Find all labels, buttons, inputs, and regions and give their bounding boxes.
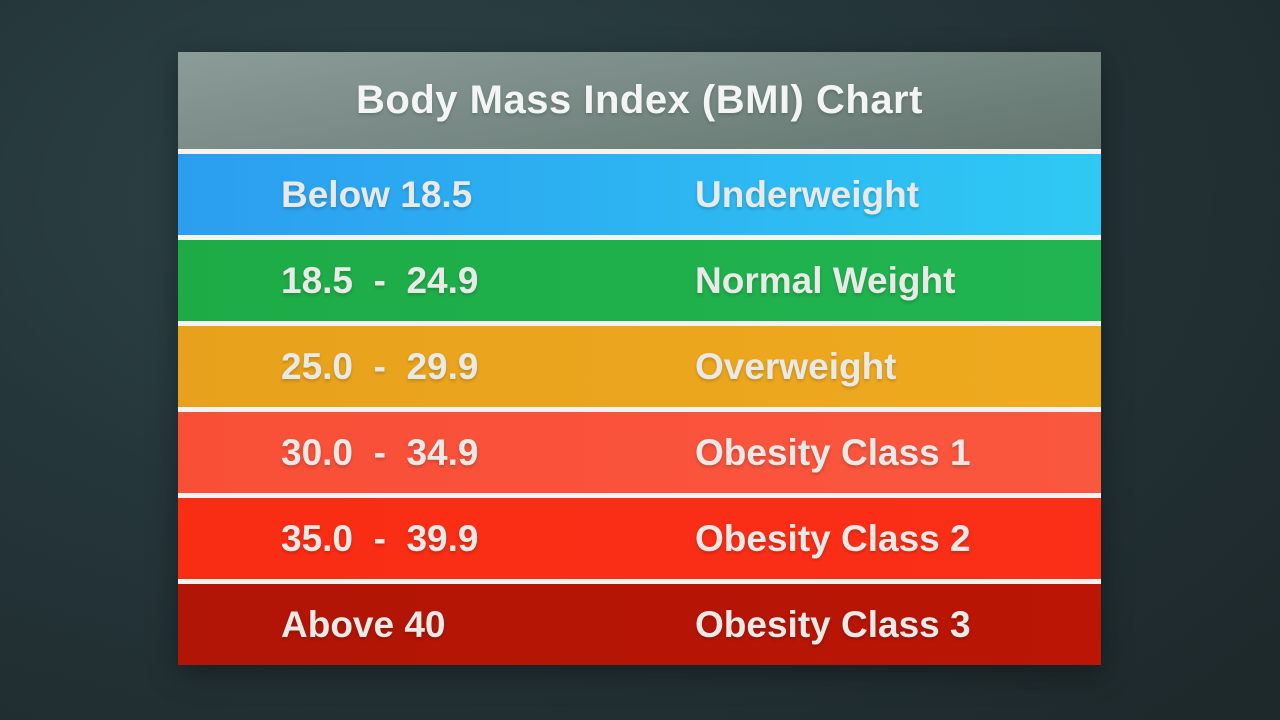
table-row-normal-weight: 18.5 - 24.9 Normal Weight xyxy=(178,240,1101,321)
category-cell: Normal Weight xyxy=(695,259,956,301)
table-title: Body Mass Index (BMI) Chart xyxy=(356,78,923,122)
bmi-range-cell: Below 18.5 xyxy=(281,173,473,215)
category-cell: Obesity Class 2 xyxy=(695,517,971,559)
category-cell: Overweight xyxy=(695,345,897,387)
bmi-range-cell: 18.5 - 24.9 xyxy=(281,259,479,301)
table-row-obesity-class-2: 35.0 - 39.9 Obesity Class 2 xyxy=(178,498,1101,579)
table-row-overweight: 25.0 - 29.9 Overweight xyxy=(178,326,1101,407)
table-row-underweight: Below 18.5 Underweight xyxy=(178,154,1101,235)
category-cell: Obesity Class 1 xyxy=(695,431,971,473)
bmi-range-cell: 35.0 - 39.9 xyxy=(281,517,479,559)
bmi-range-cell: 30.0 - 34.9 xyxy=(281,431,479,473)
category-cell: Obesity Class 3 xyxy=(695,603,971,645)
table-row-obesity-class-3: Above 40 Obesity Class 3 xyxy=(178,584,1101,665)
category-cell: Underweight xyxy=(695,173,920,215)
table-header: Body Mass Index (BMI) Chart xyxy=(178,52,1101,149)
table-row-obesity-class-1: 30.0 - 34.9 Obesity Class 1 xyxy=(178,412,1101,493)
bmi-table: Body Mass Index (BMI) Chart Below 18.5 U… xyxy=(178,52,1101,665)
bmi-range-cell: 25.0 - 29.9 xyxy=(281,345,479,387)
bmi-range-cell: Above 40 xyxy=(281,603,446,645)
